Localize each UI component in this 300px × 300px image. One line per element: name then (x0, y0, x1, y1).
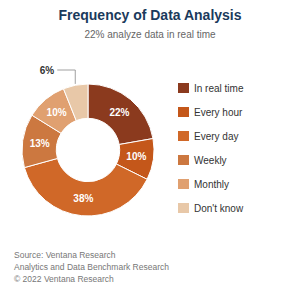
legend-label: In real time (194, 83, 244, 94)
annotation: © 2022 Ventana Research (14, 274, 114, 284)
data-label: 22% (109, 107, 129, 118)
data-label: 38% (73, 193, 93, 204)
source: Source: Ventana Research Analytics and Da… (14, 250, 169, 284)
donut (22, 84, 154, 216)
slice (63, 84, 88, 121)
legend-label: Every hour (194, 107, 243, 118)
legend-label: Every day (194, 131, 238, 142)
subtitle: 22% analyze data in real time (84, 29, 216, 40)
data-label: 10% (47, 107, 67, 118)
title: Frequency of Data Analysis (58, 7, 241, 23)
legend-label: Weekly (194, 155, 227, 166)
legend-swatch (178, 203, 189, 213)
legend-swatch (178, 131, 189, 141)
data-label: 10% (126, 151, 146, 162)
data-labels: 22% 10% 38% 13% 10% 6% (30, 65, 147, 205)
chart: Frequency of Data Analysis 22% analyze da… (0, 0, 300, 300)
legend-swatch (178, 179, 189, 189)
annotation: Source: Ventana Research (14, 250, 116, 260)
legend: In real time Every hour Every day Weekly Mon… (178, 83, 244, 214)
annotation: Analytics and Data Benchmark Research (14, 262, 169, 272)
slice (88, 84, 153, 144)
legend-label: Don't know (194, 203, 244, 214)
data-label: 13% (30, 138, 50, 149)
slices (22, 84, 154, 216)
leader-line (57, 70, 75, 84)
slice (24, 158, 147, 216)
data-label: 6% (40, 65, 55, 76)
legend-swatch (178, 107, 189, 117)
legend-label: Monthly (194, 179, 229, 190)
legend-swatch (178, 155, 189, 165)
legend-swatch (178, 83, 189, 93)
